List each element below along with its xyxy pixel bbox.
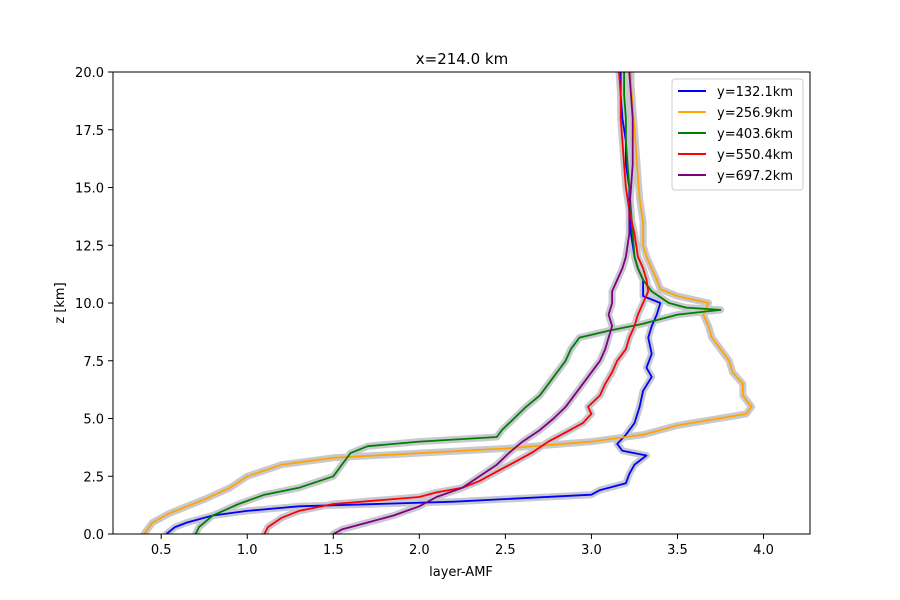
y-tick-label: 12.5 bbox=[75, 239, 104, 254]
legend: y=132.1km y=256.9km y=403.6km y=550.4km y=69… bbox=[671, 78, 804, 191]
legend-label: y=550.4km bbox=[717, 148, 793, 163]
series-line-2 bbox=[143, 72, 753, 534]
x-tick-label: 1.0 bbox=[237, 543, 258, 558]
legend-label: y=403.6km bbox=[717, 127, 793, 142]
series-line-5 bbox=[332, 72, 634, 534]
y-tick-label: 2.5 bbox=[83, 470, 104, 485]
y-tick-label: 17.5 bbox=[75, 124, 104, 139]
x-axis-ticks: 0.5 1.0 1.5 2.0 2.5 3.0 3.5 4.0 bbox=[151, 534, 774, 558]
y-tick-label: 7.5 bbox=[83, 355, 104, 370]
legend-label: y=256.9km bbox=[717, 106, 793, 121]
y-axis-ticks: 0.0 2.5 5.0 7.5 10.0 12.5 15.0 17.5 20.0 bbox=[75, 66, 113, 543]
y-tick-label: 20.0 bbox=[75, 66, 104, 81]
y-tick-label: 0.0 bbox=[83, 528, 104, 543]
x-tick-label: 2.5 bbox=[495, 543, 516, 558]
legend-box bbox=[671, 78, 804, 191]
x-axis-label: layer-AMF bbox=[429, 565, 493, 580]
legend-label: y=132.1km bbox=[717, 85, 793, 100]
legend-label: y=697.2km bbox=[717, 169, 793, 184]
y-tick-label: 5.0 bbox=[83, 413, 104, 428]
x-tick-label: 0.5 bbox=[151, 543, 172, 558]
x-tick-label: 2.0 bbox=[409, 543, 430, 558]
x-tick-label: 4.0 bbox=[753, 543, 774, 558]
x-tick-label: 1.5 bbox=[323, 543, 344, 558]
y-axis-label: z [km] bbox=[53, 282, 68, 323]
y-tick-label: 10.0 bbox=[75, 297, 104, 312]
chart-title: x=214.0 km bbox=[416, 50, 508, 68]
x-tick-label: 3.5 bbox=[667, 543, 688, 558]
series-lines bbox=[143, 72, 753, 534]
y-tick-label: 15.0 bbox=[75, 182, 104, 197]
x-tick-label: 3.0 bbox=[581, 543, 602, 558]
